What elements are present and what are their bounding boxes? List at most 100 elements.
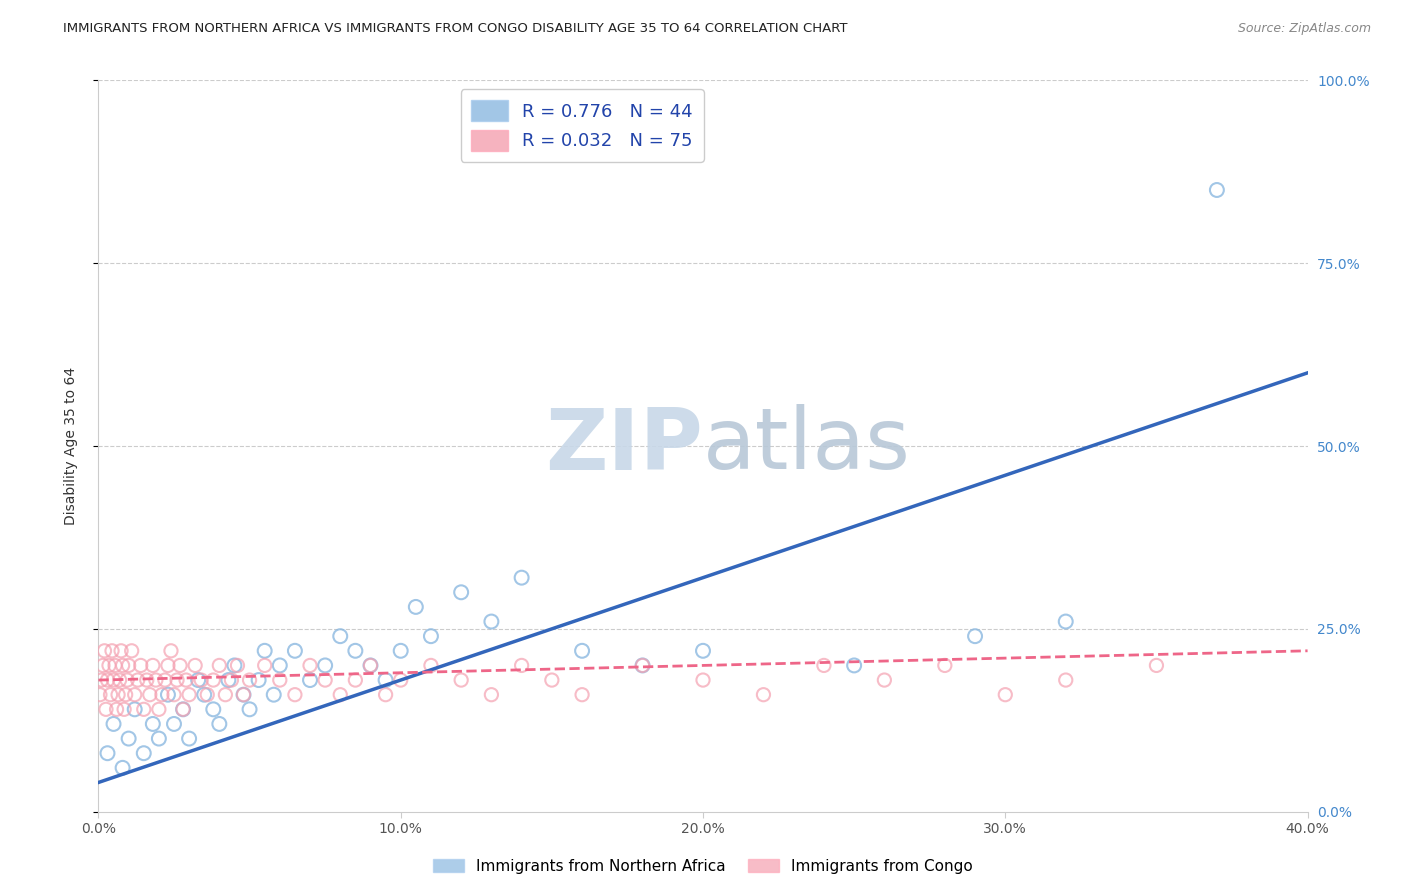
Point xyxy=(844,658,866,673)
Point xyxy=(232,688,254,702)
Point xyxy=(631,658,654,673)
Point xyxy=(420,629,443,643)
Point xyxy=(631,658,654,673)
Point xyxy=(96,673,118,687)
Point xyxy=(481,615,503,629)
Point xyxy=(239,702,262,716)
Text: IMMIGRANTS FROM NORTHERN AFRICA VS IMMIGRANTS FROM CONGO DISABILITY AGE 35 TO 64: IMMIGRANTS FROM NORTHERN AFRICA VS IMMIG… xyxy=(63,22,848,36)
Point xyxy=(450,673,472,687)
Point xyxy=(193,688,215,702)
Point xyxy=(374,673,396,687)
Point xyxy=(450,585,472,599)
Point xyxy=(263,688,285,702)
Point xyxy=(174,673,197,687)
Point xyxy=(142,658,165,673)
Point xyxy=(217,673,239,687)
Point xyxy=(540,673,562,687)
Point xyxy=(156,688,179,702)
Point xyxy=(132,702,155,716)
Point xyxy=(145,673,167,687)
Point xyxy=(344,644,367,658)
Point xyxy=(571,644,593,658)
Point xyxy=(112,702,135,716)
Point xyxy=(163,717,186,731)
Point xyxy=(118,731,141,746)
Point xyxy=(226,658,249,673)
Point xyxy=(314,658,336,673)
Point xyxy=(111,658,134,673)
Point xyxy=(360,658,382,673)
Legend: Immigrants from Northern Africa, Immigrants from Congo: Immigrants from Northern Africa, Immigra… xyxy=(427,853,979,880)
Point xyxy=(208,658,231,673)
Point xyxy=(94,702,117,716)
Point xyxy=(190,673,212,687)
Point xyxy=(224,658,246,673)
Point xyxy=(96,746,118,760)
Point xyxy=(129,658,152,673)
Point xyxy=(571,688,593,702)
Point xyxy=(118,658,141,673)
Point xyxy=(98,658,121,673)
Point xyxy=(510,571,533,585)
Point xyxy=(172,702,194,716)
Point xyxy=(299,658,322,673)
Point xyxy=(374,688,396,702)
Point xyxy=(269,658,291,673)
Point xyxy=(253,644,276,658)
Point xyxy=(420,658,443,673)
Point xyxy=(202,702,225,716)
Point xyxy=(314,673,336,687)
Point xyxy=(1206,183,1229,197)
Point xyxy=(105,702,128,716)
Point xyxy=(329,688,352,702)
Point xyxy=(100,688,122,702)
Point xyxy=(169,658,191,673)
Point xyxy=(115,673,138,687)
Point xyxy=(1146,658,1168,673)
Point xyxy=(179,688,201,702)
Point xyxy=(114,688,136,702)
Point xyxy=(994,688,1017,702)
Point xyxy=(163,688,186,702)
Point xyxy=(232,688,254,702)
Point xyxy=(253,658,276,673)
Point xyxy=(202,673,225,687)
Point xyxy=(389,673,412,687)
Point xyxy=(91,658,114,673)
Point xyxy=(269,673,291,687)
Point xyxy=(934,658,956,673)
Point xyxy=(110,644,132,658)
Point xyxy=(1054,673,1077,687)
Point xyxy=(150,688,173,702)
Y-axis label: Disability Age 35 to 64: Disability Age 35 to 64 xyxy=(63,367,77,525)
Point xyxy=(389,644,412,658)
Point xyxy=(208,717,231,731)
Point xyxy=(139,688,162,702)
Point xyxy=(101,644,124,658)
Point xyxy=(132,746,155,760)
Point xyxy=(93,644,115,658)
Point xyxy=(121,644,143,658)
Point xyxy=(1054,615,1077,629)
Point xyxy=(284,644,307,658)
Point xyxy=(90,673,112,687)
Point xyxy=(214,688,236,702)
Text: atlas: atlas xyxy=(703,404,911,488)
Point xyxy=(284,688,307,702)
Point xyxy=(329,629,352,643)
Point xyxy=(873,673,896,687)
Point xyxy=(166,673,188,687)
Point xyxy=(103,717,125,731)
Point xyxy=(239,673,262,687)
Legend: R = 0.776   N = 44, R = 0.032   N = 75: R = 0.776 N = 44, R = 0.032 N = 75 xyxy=(461,89,703,161)
Point xyxy=(187,673,209,687)
Point xyxy=(104,658,127,673)
Point xyxy=(135,673,157,687)
Point xyxy=(172,702,194,716)
Point xyxy=(148,702,170,716)
Point xyxy=(510,658,533,673)
Point xyxy=(124,702,146,716)
Point xyxy=(142,717,165,731)
Point xyxy=(160,644,183,658)
Point xyxy=(965,629,987,643)
